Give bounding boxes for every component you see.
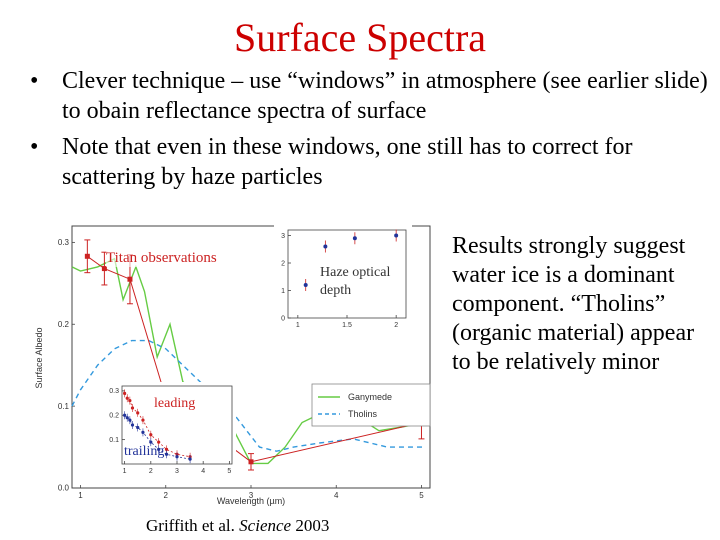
x-tick-label: 1.5 (342, 322, 352, 329)
y-tick-label: 0.3 (58, 238, 70, 247)
main-x-axis-label: Wavelength (µm) (217, 496, 285, 506)
y-tick-label: 0.2 (58, 320, 70, 329)
bullet-item: • Clever technique – use “windows” in at… (30, 66, 710, 126)
x-tick-label: 2 (394, 322, 398, 329)
x-tick-label: 5 (227, 468, 231, 475)
titan-point (84, 253, 90, 259)
bullet-item: • Note that even in these windows, one s… (30, 132, 710, 192)
x-tick-label: 3 (175, 468, 179, 475)
y-tick-label: 3 (281, 233, 285, 240)
titan-point (248, 459, 254, 465)
trailing-point (128, 418, 132, 422)
trailing-point (125, 416, 129, 420)
haze-optical-depth-label: Haze optical depth (320, 265, 391, 298)
y-tick-label: 0 (281, 315, 285, 322)
leading-label: leading (154, 396, 196, 411)
leading-point (149, 433, 153, 437)
spectra-chart: 1 2 3 4 5 0.0 0.1 0.2 0.3 Wavelength (µm) Surfac… (30, 208, 438, 508)
trailing-point (175, 455, 179, 459)
y-tick-label: 0.1 (109, 437, 119, 444)
results-text: Results strongly suggest water ice is a … (452, 233, 695, 375)
haze-point (323, 244, 328, 249)
citation-caption: Griffith et al. Science 2003 (146, 516, 329, 536)
hemisphere-inset-points (123, 389, 192, 464)
y-tick-label: 2 (281, 260, 285, 267)
leading-point (157, 440, 161, 444)
haze-inset-ticks: 1 1.5 2 0 1 2 3 (281, 233, 398, 329)
trailing-point (188, 457, 192, 461)
x-tick-label: 5 (419, 491, 424, 500)
x-tick-label: 2 (149, 468, 153, 475)
trailing-point (123, 413, 127, 417)
bullet-text: Clever technique – use “windows” in atmo… (62, 68, 708, 124)
leading-point (130, 406, 135, 410)
x-tick-label: 1 (296, 322, 300, 329)
titan-connector-line (87, 255, 422, 463)
bullet-dot: • (30, 68, 39, 94)
leading-point (125, 396, 129, 400)
citation-journal: Science (239, 516, 292, 535)
leading-point (164, 447, 169, 451)
hemisphere-inset-background (108, 382, 236, 468)
x-tick-label: 4 (201, 468, 205, 475)
x-tick-label: 4 (334, 491, 339, 500)
trailing-point (164, 452, 169, 456)
bullet-dot: • (30, 134, 39, 160)
leading-point (128, 399, 132, 403)
trailing-point (157, 447, 161, 451)
slide-title: Surface Spectra (233, 15, 487, 60)
bullet-text: Note that even in these windows, one sti… (62, 134, 633, 190)
trailing-point (130, 423, 135, 427)
haze-point (394, 233, 399, 238)
x-tick-label: 1 (78, 491, 83, 500)
legend-ganymede-label: Ganymede (348, 392, 392, 402)
legend-tholins-label: Tholins (348, 409, 378, 419)
x-tick-label: 2 (164, 491, 169, 500)
y-tick-label: 0.1 (58, 402, 70, 411)
y-tick-label: 0.0 (58, 484, 70, 493)
y-tick-label: 0.3 (109, 388, 119, 395)
haze-point (303, 283, 308, 287)
trailing-label: trailing (124, 444, 165, 459)
citation-prefix: Griffith et al. (146, 516, 240, 535)
haze-point (352, 236, 357, 241)
leading-point (123, 391, 127, 395)
titan-point (101, 266, 107, 272)
chart-legend: Ganymede Tholins (311, 383, 431, 427)
titan-point (127, 276, 133, 282)
main-y-axis-label: Surface Albedo (34, 327, 44, 388)
trailing-point (149, 440, 153, 444)
spectra-figure: 1 2 3 4 5 0.0 0.1 0.2 0.3 Wavelength (µm) Surfac… (30, 208, 438, 508)
trailing-point (136, 425, 140, 430)
x-tick-label: 3 (249, 491, 254, 500)
titan-observations-label: Titan observations (106, 250, 217, 267)
haze-inset-points (303, 229, 399, 291)
leading-point (141, 418, 145, 422)
y-tick-label: 1 (281, 288, 285, 295)
bullet-list: • Clever technique – use “windows” in at… (30, 66, 710, 198)
x-tick-label: 1 (123, 468, 127, 475)
y-tick-label: 0.2 (109, 413, 119, 420)
citation-year: 2003 (291, 516, 330, 535)
leading-point (136, 411, 140, 415)
trailing-point (141, 430, 145, 434)
hemisphere-inset-ticks: 1 2 3 4 5 0.1 0.2 0.3 (109, 388, 231, 475)
haze-inset-background (274, 222, 412, 332)
